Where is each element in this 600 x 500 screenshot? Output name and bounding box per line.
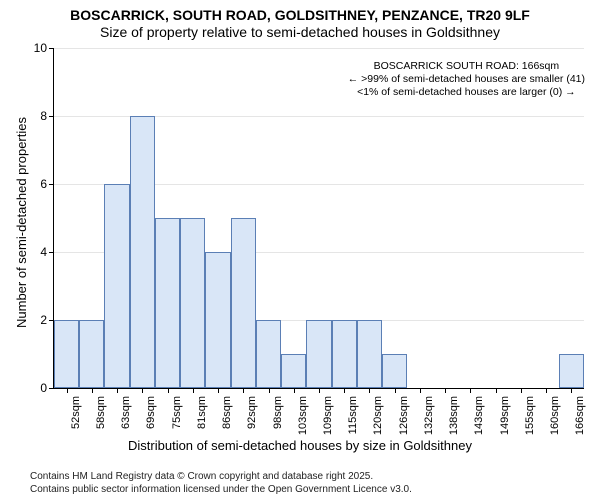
x-tick-label: 109sqm: [322, 396, 334, 435]
histogram-bar: [54, 320, 79, 388]
annotation-line-3: <1% of semi-detached houses are larger (…: [348, 86, 585, 99]
x-tick-label: 63sqm: [120, 396, 132, 429]
x-tick-label: 103sqm: [297, 396, 309, 435]
x-tick-label: 86sqm: [221, 396, 233, 429]
x-tick-label: 98sqm: [272, 396, 284, 429]
y-axis-label: Number of semi-detached properties: [14, 117, 29, 328]
annotation-line-1: BOSCARRICK SOUTH ROAD: 166sqm: [348, 60, 585, 73]
histogram-bar: [155, 218, 180, 388]
x-tick-label: 69sqm: [145, 396, 157, 429]
chart-container: BOSCARRICK, SOUTH ROAD, GOLDSITHNEY, PEN…: [0, 0, 600, 500]
callout-annotation: BOSCARRICK SOUTH ROAD: 166sqm ← >99% of …: [348, 60, 585, 99]
x-tick-label: 149sqm: [499, 396, 511, 435]
y-tick-label: 6: [40, 177, 47, 191]
annotation-line-2: ← >99% of semi-detached houses are small…: [348, 73, 585, 86]
x-tick-label: 52sqm: [70, 396, 82, 429]
histogram-bar: [559, 354, 584, 388]
x-tick-label: 58sqm: [95, 396, 107, 429]
footer-line-2: Contains public sector information licen…: [30, 483, 412, 496]
histogram-bar: [79, 320, 104, 388]
y-tick-label: 10: [34, 41, 47, 55]
x-tick-label: 75sqm: [171, 396, 183, 429]
histogram-bar: [104, 184, 129, 388]
chart-subtitle: Size of property relative to semi-detach…: [0, 24, 600, 40]
x-tick-label: 126sqm: [398, 396, 410, 435]
x-tick-label: 92sqm: [246, 396, 258, 429]
x-tick-label: 132sqm: [423, 396, 435, 435]
x-axis-label: Distribution of semi-detached houses by …: [0, 438, 600, 453]
y-tick-label: 4: [40, 245, 47, 259]
x-tick-label: 81sqm: [196, 396, 208, 429]
y-tick-label: 8: [40, 109, 47, 123]
x-tick-label: 166sqm: [574, 396, 586, 435]
chart-title: BOSCARRICK, SOUTH ROAD, GOLDSITHNEY, PEN…: [0, 0, 600, 24]
x-tick-label: 160sqm: [549, 396, 561, 435]
histogram-bar: [180, 218, 205, 388]
histogram-bar: [357, 320, 382, 388]
histogram-bar: [281, 354, 306, 388]
footer-line-1: Contains HM Land Registry data © Crown c…: [30, 470, 412, 483]
y-tick-label: 2: [40, 313, 47, 327]
histogram-bar: [306, 320, 331, 388]
x-tick-label: 138sqm: [448, 396, 460, 435]
histogram-bar: [205, 252, 230, 388]
histogram-bar: [332, 320, 357, 388]
histogram-bar: [382, 354, 407, 388]
x-tick-label: 143sqm: [473, 396, 485, 435]
x-tick-label: 120sqm: [372, 396, 384, 435]
x-tick-label: 155sqm: [524, 396, 536, 435]
histogram-bar: [130, 116, 155, 388]
histogram-bar: [256, 320, 281, 388]
y-tick-label: 0: [40, 381, 47, 395]
footer-attribution: Contains HM Land Registry data © Crown c…: [30, 470, 412, 496]
histogram-bar: [231, 218, 256, 388]
x-tick-label: 115sqm: [347, 396, 359, 434]
